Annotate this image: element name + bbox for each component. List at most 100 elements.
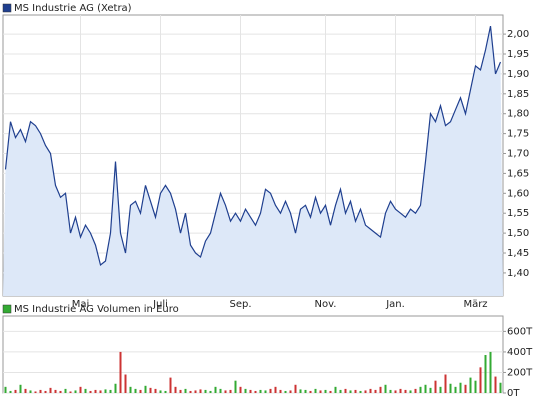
volume-bar	[179, 389, 182, 393]
y-tick-label: 600T	[507, 326, 533, 337]
volume-bar	[354, 389, 357, 393]
volume-bar	[499, 382, 502, 393]
volume-bar	[454, 386, 457, 393]
volume-bar	[114, 383, 117, 393]
volume-bar	[119, 351, 122, 393]
volume-bar	[309, 390, 312, 393]
volume-bar	[99, 390, 102, 393]
volume-bar	[44, 390, 47, 393]
volume-bar	[19, 384, 22, 393]
volume-bar	[64, 388, 67, 393]
volume-bar	[379, 386, 382, 393]
volume-bar	[384, 384, 387, 393]
x-tick-label: Sep.	[229, 299, 251, 310]
y-tick-label: 1,45	[507, 248, 529, 259]
y-tick-label: 2,00	[507, 29, 529, 40]
volume-bar	[139, 389, 142, 393]
legend-swatch	[2, 3, 12, 13]
x-tick-label: Nov.	[315, 299, 337, 310]
y-tick-label: 1,75	[507, 129, 529, 140]
volume-bar	[464, 384, 467, 393]
y-tick-label: 1,95	[507, 49, 529, 60]
volume-bar	[154, 388, 157, 393]
volume-bar	[229, 389, 232, 393]
volume-bar	[439, 386, 442, 393]
volume-bar	[59, 390, 62, 393]
volume-bar	[449, 383, 452, 393]
volume-bar	[144, 385, 147, 393]
volume-bar	[9, 390, 12, 393]
volume-bar	[339, 389, 342, 393]
volume-bar	[369, 388, 372, 393]
volume-bar	[314, 388, 317, 393]
volume-bar	[269, 388, 272, 393]
volume-bar	[164, 390, 167, 393]
volume-bar	[69, 391, 72, 393]
volume-bar	[404, 389, 407, 393]
volume-bar	[459, 382, 462, 393]
volume-bar	[129, 386, 132, 393]
volume-bar	[204, 389, 207, 393]
volume-bar	[89, 390, 92, 393]
volume-bar	[274, 386, 277, 393]
volume-bar	[244, 388, 247, 393]
volume-bar	[134, 388, 137, 393]
volume-bar	[124, 374, 127, 393]
volume-bar	[34, 391, 37, 393]
volume-bar	[489, 351, 492, 393]
volume-bar	[394, 390, 397, 393]
volume-bar	[334, 386, 337, 393]
volume-bar	[374, 389, 377, 393]
volume-bar	[249, 389, 252, 393]
volume-bar	[399, 388, 402, 393]
volume-bar	[104, 389, 107, 393]
price-line	[4, 25, 502, 267]
volume-bar	[79, 386, 82, 393]
volume-bar	[49, 387, 52, 393]
volume-bar	[409, 390, 412, 393]
volume-bar	[319, 390, 322, 393]
volume-bar	[14, 389, 17, 393]
volume-bar	[189, 390, 192, 393]
volume-bar	[214, 386, 217, 393]
y-tick-label: 1,90	[507, 69, 529, 80]
volume-bar	[424, 384, 427, 393]
y-tick-label: 1,40	[507, 268, 529, 279]
volume-bar	[284, 390, 287, 393]
volume-bar	[294, 384, 297, 393]
volume-bar	[474, 380, 477, 393]
volume-bar	[54, 389, 57, 393]
volume-bar	[209, 390, 212, 393]
volume-bar	[484, 355, 487, 393]
y-tick-label: 400T	[507, 347, 533, 358]
volume-bar	[29, 390, 32, 393]
volume-bar	[159, 390, 162, 393]
volume-bar	[279, 389, 282, 393]
plot-area	[2, 315, 504, 394]
volume-bar	[24, 388, 27, 393]
legend-label: MS Industrie AG (Xetra)	[14, 3, 132, 14]
volume-bar	[389, 389, 392, 393]
volume-bar	[74, 390, 77, 393]
y-tick-label: 1,50	[507, 228, 529, 239]
volume-bar	[299, 389, 302, 393]
volume-bar	[259, 389, 262, 393]
volume-bar	[414, 388, 417, 393]
volume-bar	[199, 389, 202, 393]
x-tick-label: Jan.	[385, 299, 405, 310]
x-tick-label: Mai	[72, 299, 90, 310]
volume-bar	[109, 389, 112, 393]
volume-bar	[444, 374, 447, 393]
volume-bar	[289, 390, 292, 393]
volume-bar	[39, 389, 42, 393]
volume-bar	[434, 380, 437, 393]
volume-bar	[234, 380, 237, 393]
volume-bar	[194, 390, 197, 393]
y-tick-label: 1,80	[507, 109, 529, 120]
volume-bar	[429, 387, 432, 393]
volume-bar	[219, 388, 222, 393]
volume-bar	[94, 389, 97, 393]
y-tick-label: 0T	[507, 388, 520, 399]
volume-bar	[304, 389, 307, 393]
volume-bar	[174, 386, 177, 393]
